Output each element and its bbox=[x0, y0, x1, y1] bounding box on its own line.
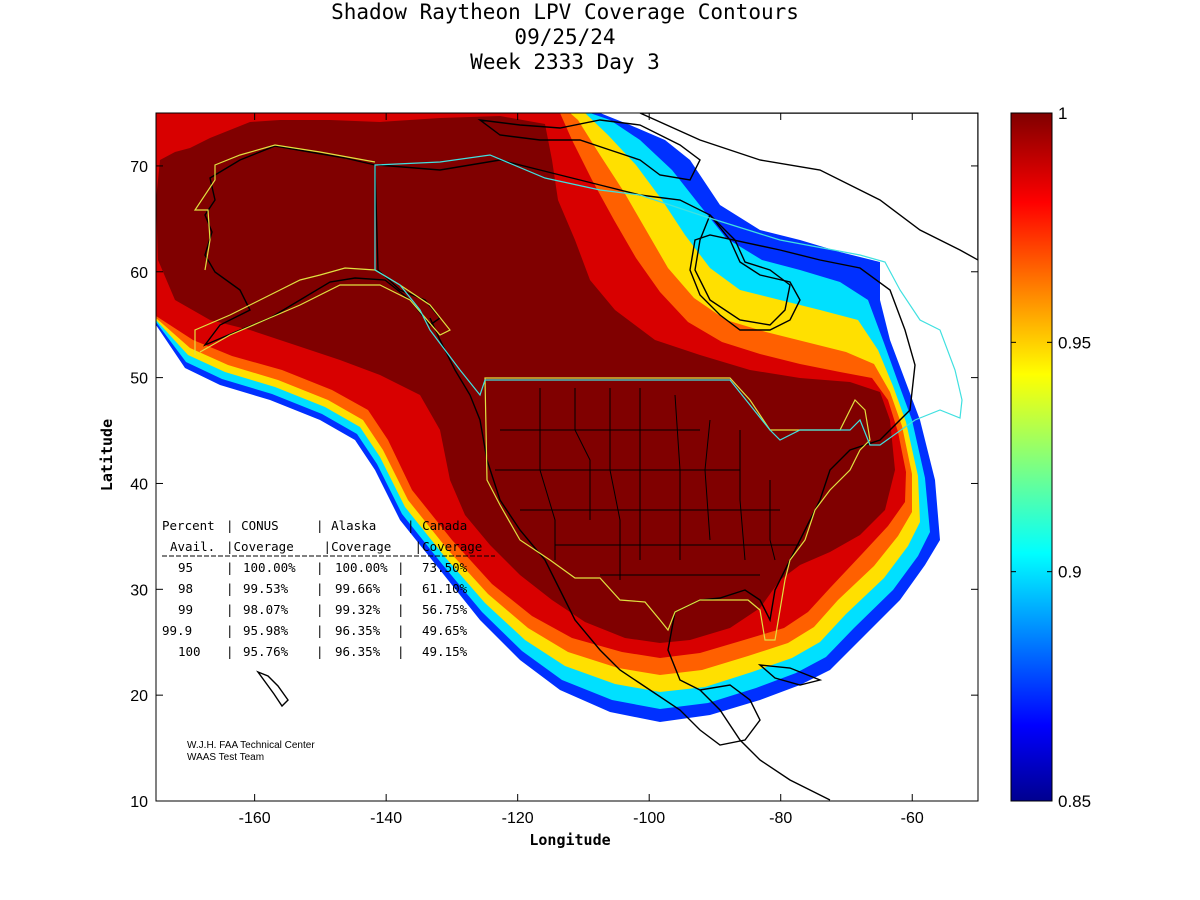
x-tick-label: -80 bbox=[769, 810, 792, 827]
table-cell: 49.15% bbox=[422, 644, 468, 659]
table-separator: | bbox=[316, 560, 324, 575]
colorbar-tick-label: 0.85 bbox=[1058, 792, 1091, 811]
table-separator: | bbox=[397, 560, 405, 575]
table-cell: 73.50% bbox=[422, 560, 468, 575]
credit-line-2: WAAS Test Team bbox=[187, 752, 264, 763]
y-tick-label: 20 bbox=[130, 688, 148, 705]
x-tick-label: -160 bbox=[239, 810, 271, 827]
conus-boundary bbox=[484, 377, 871, 641]
x-tick-label: -100 bbox=[633, 810, 665, 827]
table-cell: 56.75% bbox=[422, 602, 468, 617]
x-tick-label: -140 bbox=[370, 810, 402, 827]
coastline-hawaii bbox=[256, 670, 289, 708]
table-cell: 99 bbox=[178, 602, 193, 617]
colorbar-tick-label: 1 bbox=[1058, 104, 1067, 123]
plot-frame bbox=[155, 112, 979, 802]
coastlines bbox=[202, 113, 978, 801]
table-separator: | bbox=[397, 644, 405, 659]
table-separator: | bbox=[226, 581, 234, 596]
state-lines bbox=[495, 388, 800, 580]
colorbar-tick-label: 0.9 bbox=[1058, 563, 1082, 582]
table-cell: 100.00% bbox=[243, 560, 296, 575]
table-cell: 95.76% bbox=[243, 644, 289, 659]
region-boundaries bbox=[193, 144, 963, 641]
table-cell: 99.66% bbox=[335, 581, 381, 596]
coastline-central-america bbox=[699, 689, 831, 801]
table-separator: | bbox=[226, 644, 234, 659]
x-tick-label: -120 bbox=[502, 810, 534, 827]
chart-title: Shadow Raytheon LPV Coverage Contours bbox=[331, 0, 799, 24]
x-axis-label: Longitude bbox=[529, 831, 610, 849]
table-separator: | bbox=[397, 602, 405, 617]
y-axis-label: Latitude bbox=[98, 419, 116, 491]
table-cell: 49.65% bbox=[422, 623, 468, 638]
coastline-greenland bbox=[639, 113, 978, 261]
table-separator: | bbox=[226, 602, 234, 617]
credit-line-1: W.J.H. FAA Technical Center bbox=[187, 740, 315, 751]
table-cell: 99.32% bbox=[335, 602, 381, 617]
table-cell: 100 bbox=[178, 644, 201, 659]
table-cell: 96.35% bbox=[335, 623, 381, 638]
y-tick-label: 50 bbox=[130, 371, 148, 388]
y-tick-label: 30 bbox=[130, 582, 148, 599]
table-cell: 99.53% bbox=[243, 581, 289, 596]
title-block: Shadow Raytheon LPV Coverage Contours 09… bbox=[0, 0, 1130, 75]
table-cell: 95.98% bbox=[243, 623, 289, 638]
chart-week: Week 2333 Day 3 bbox=[470, 50, 660, 74]
x-tick-label: -60 bbox=[901, 810, 924, 827]
table-separator: | bbox=[316, 581, 324, 596]
y-tick-label: 10 bbox=[130, 794, 148, 811]
table-rows: 95 100.00% 100.00% 73.50% | | | 98 99.53% 99.66% 6… bbox=[162, 560, 468, 659]
coastline-hudson-bay bbox=[694, 213, 791, 326]
table-header-1: Percent | CONUS | Alaska | Canada bbox=[162, 518, 467, 533]
table-separator: | bbox=[316, 602, 324, 617]
chart-date: 09/25/24 bbox=[514, 25, 616, 49]
table-cell: 95 bbox=[178, 560, 193, 575]
table-header-2: Avail. |Coverage |Coverage |Coverage bbox=[170, 539, 482, 554]
coverage-table: Percent | CONUS | Alaska | Canada Avail. |Co… bbox=[162, 518, 495, 659]
colorbar-tick-label: 0.95 bbox=[1058, 333, 1091, 352]
coastline-north-america bbox=[377, 159, 916, 746]
table-cell: 98.07% bbox=[243, 602, 289, 617]
coastline-cuba bbox=[757, 664, 823, 686]
table-separator: | bbox=[226, 560, 234, 575]
colorbar-ticks: 1 0.95 0.9 0.85 bbox=[1011, 104, 1091, 811]
x-axis-ticks: -160 -140 -120 -100 -80 -60 bbox=[239, 113, 924, 827]
colorbar bbox=[1010, 112, 1053, 802]
table-separator: | bbox=[226, 623, 234, 638]
canada-boundary bbox=[374, 154, 963, 446]
table-cell: 61.10% bbox=[422, 581, 468, 596]
y-tick-label: 70 bbox=[130, 159, 148, 176]
table-cell: 96.35% bbox=[335, 644, 381, 659]
table-cell: 99.9 bbox=[162, 623, 192, 638]
coastline-arctic-islands bbox=[477, 118, 701, 181]
y-tick-label: 60 bbox=[130, 265, 148, 282]
table-separator: | bbox=[316, 623, 324, 638]
table-separator: | bbox=[316, 644, 324, 659]
table-cell: 100.00% bbox=[335, 560, 388, 575]
table-cell: 98 bbox=[178, 581, 193, 596]
table-separator: | bbox=[397, 623, 405, 638]
alaska-boundary bbox=[193, 144, 451, 355]
coastline-alaska bbox=[202, 145, 442, 347]
table-separator: | bbox=[397, 581, 405, 596]
y-tick-label: 40 bbox=[130, 476, 148, 493]
y-axis-ticks: 10 20 30 40 50 60 70 bbox=[130, 159, 978, 811]
